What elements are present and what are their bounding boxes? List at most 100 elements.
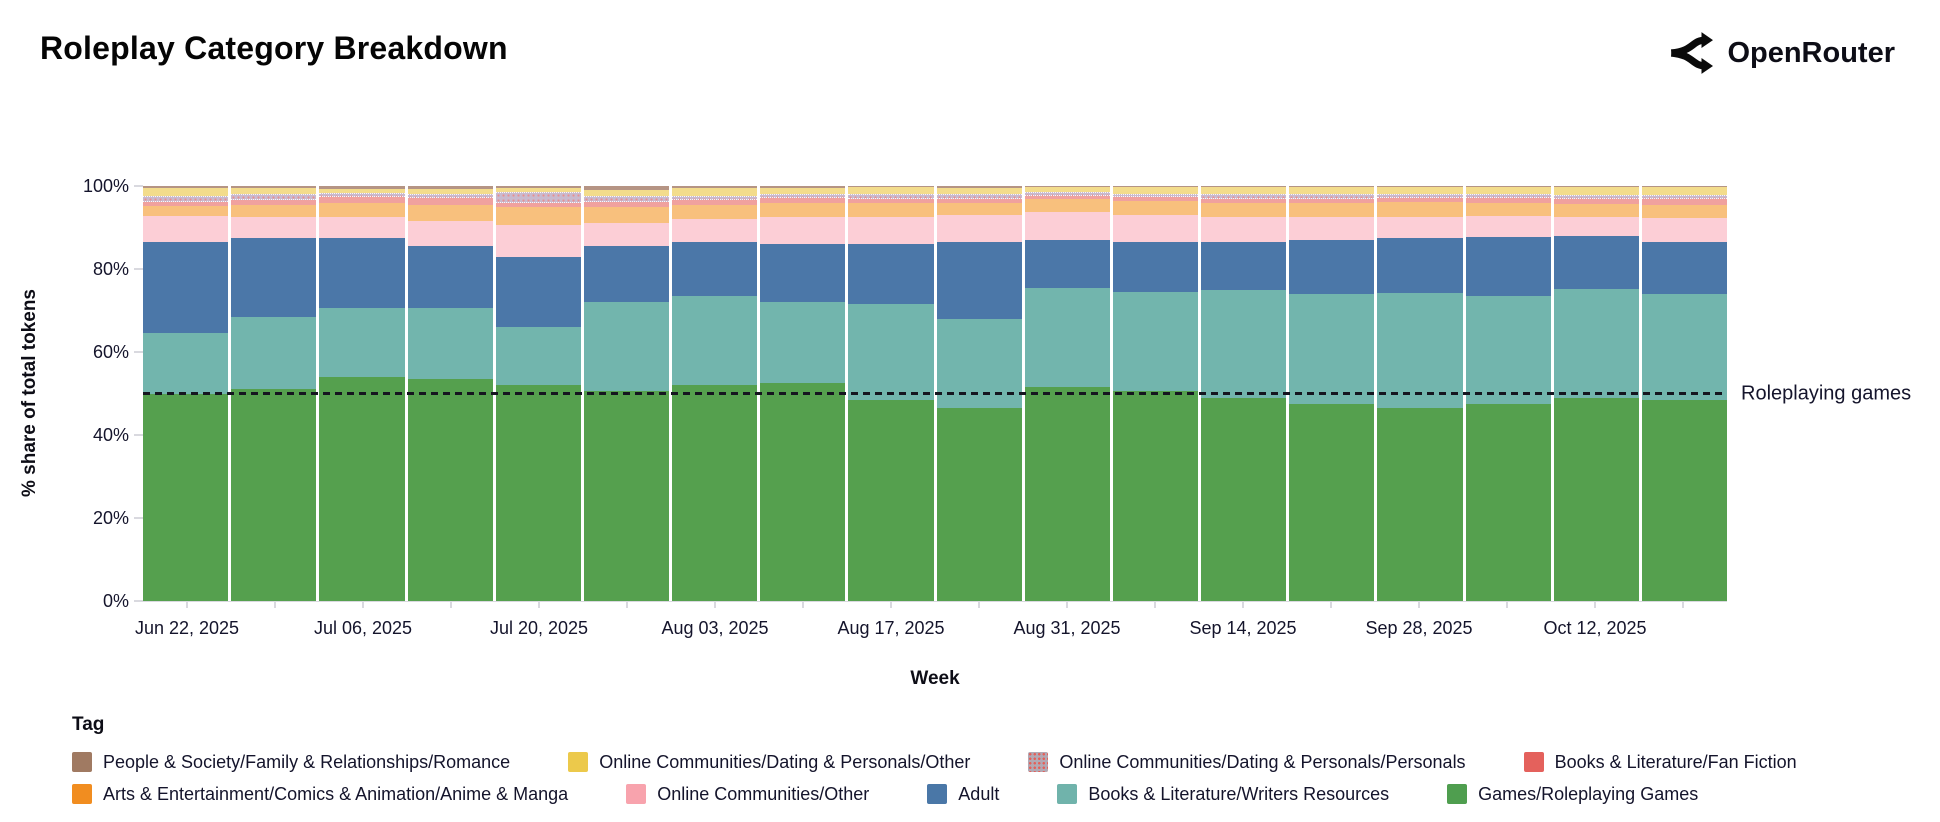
- segment-fan_fiction[interactable]: [672, 199, 758, 205]
- bar-jul-20-2025[interactable]: [495, 186, 581, 601]
- legend-item-anime_manga[interactable]: Arts & Entertainment/Comics & Animation/…: [72, 784, 568, 804]
- segment-fan_fiction[interactable]: [407, 198, 493, 205]
- segment-adult[interactable]: [848, 244, 934, 305]
- segment-writers_resources[interactable]: [1112, 291, 1199, 392]
- segment-romance[interactable]: [1641, 186, 1728, 188]
- segment-writers_resources[interactable]: [319, 308, 405, 377]
- segment-fan_fiction[interactable]: [936, 198, 1022, 203]
- segment-roleplaying_games[interactable]: [1024, 387, 1110, 601]
- segment-anime_manga[interactable]: [495, 206, 581, 226]
- segment-fan_fiction[interactable]: [1377, 198, 1463, 203]
- bar-jul-06-2025[interactable]: [319, 186, 405, 601]
- segment-romance[interactable]: [583, 186, 670, 191]
- segment-roleplaying_games[interactable]: [1553, 397, 1639, 601]
- segment-dating_personals[interactable]: [936, 194, 1022, 199]
- segment-romance[interactable]: [1553, 186, 1639, 188]
- segment-writers_resources[interactable]: [1201, 289, 1287, 398]
- segment-anime_manga[interactable]: [672, 204, 758, 220]
- segment-dating_other[interactable]: [848, 187, 934, 195]
- segment-adult[interactable]: [1201, 242, 1287, 290]
- segment-romance[interactable]: [143, 186, 229, 189]
- segment-anime_manga[interactable]: [1465, 202, 1551, 216]
- segment-online_communities_other[interactable]: [495, 225, 581, 257]
- segment-romance[interactable]: [1201, 186, 1287, 188]
- segment-online_communities_other[interactable]: [848, 217, 934, 245]
- bar-jun-29-2025[interactable]: [231, 186, 317, 601]
- segment-anime_manga[interactable]: [1553, 204, 1639, 218]
- segment-dating_personals[interactable]: [672, 195, 758, 200]
- segment-anime_manga[interactable]: [319, 202, 405, 218]
- segment-online_communities_other[interactable]: [936, 215, 1022, 243]
- segment-roleplaying_games[interactable]: [672, 385, 758, 601]
- segment-adult[interactable]: [1465, 236, 1551, 296]
- segment-fan_fiction[interactable]: [848, 198, 934, 203]
- segment-online_communities_other[interactable]: [1465, 215, 1551, 237]
- segment-roleplaying_games[interactable]: [319, 376, 405, 601]
- segment-roleplaying_games[interactable]: [407, 378, 493, 601]
- segment-dating_personals[interactable]: [1289, 194, 1375, 199]
- segment-adult[interactable]: [1553, 235, 1639, 290]
- segment-adult[interactable]: [760, 244, 846, 303]
- segment-dating_other[interactable]: [231, 188, 317, 195]
- segment-dating_other[interactable]: [936, 188, 1022, 195]
- segment-dating_personals[interactable]: [495, 192, 581, 203]
- segment-anime_manga[interactable]: [1112, 200, 1199, 216]
- segment-adult[interactable]: [1377, 237, 1463, 293]
- legend-item-romance[interactable]: People & Society/Family & Relationships/…: [72, 752, 510, 772]
- segment-writers_resources[interactable]: [1641, 293, 1728, 400]
- segment-dating_personals[interactable]: [1377, 194, 1463, 199]
- bar-aug-17-2025[interactable]: [848, 186, 934, 601]
- segment-dating_other[interactable]: [319, 188, 405, 194]
- segment-dating_personals[interactable]: [319, 193, 405, 198]
- segment-roleplaying_games[interactable]: [1112, 391, 1199, 601]
- segment-romance[interactable]: [760, 186, 846, 189]
- segment-anime_manga[interactable]: [583, 206, 670, 224]
- segment-fan_fiction[interactable]: [583, 201, 670, 207]
- segment-dating_personals[interactable]: [231, 194, 317, 200]
- segment-online_communities_other[interactable]: [672, 219, 758, 243]
- segment-adult[interactable]: [1024, 239, 1110, 288]
- segment-online_communities_other[interactable]: [143, 215, 229, 243]
- segment-romance[interactable]: [1377, 186, 1463, 188]
- bar-aug-31-2025[interactable]: [1024, 186, 1110, 601]
- segment-fan_fiction[interactable]: [231, 199, 317, 205]
- segment-online_communities_other[interactable]: [1377, 217, 1463, 238]
- segment-anime_manga[interactable]: [1289, 202, 1375, 218]
- segment-roleplaying_games[interactable]: [1377, 408, 1463, 601]
- segment-writers_resources[interactable]: [407, 308, 493, 379]
- segment-dating_personals[interactable]: [583, 196, 670, 202]
- segment-anime_manga[interactable]: [1201, 202, 1287, 218]
- segment-romance[interactable]: [672, 186, 758, 189]
- segment-writers_resources[interactable]: [848, 304, 934, 400]
- segment-online_communities_other[interactable]: [1112, 215, 1199, 243]
- segment-dating_other[interactable]: [672, 188, 758, 196]
- segment-dating_other[interactable]: [407, 189, 493, 195]
- bar-sep-14-2025[interactable]: [1201, 186, 1287, 601]
- segment-romance[interactable]: [495, 186, 581, 189]
- segment-dating_other[interactable]: [1024, 187, 1110, 193]
- segment-online_communities_other[interactable]: [1289, 217, 1375, 240]
- segment-adult[interactable]: [936, 242, 1022, 319]
- legend-item-roleplaying_games[interactable]: Games/Roleplaying Games: [1447, 784, 1698, 804]
- segment-writers_resources[interactable]: [1465, 295, 1551, 404]
- segment-online_communities_other[interactable]: [760, 217, 846, 245]
- bar-sep-28-2025[interactable]: [1377, 186, 1463, 601]
- segment-online_communities_other[interactable]: [583, 223, 670, 247]
- segment-anime_manga[interactable]: [407, 204, 493, 222]
- segment-fan_fiction[interactable]: [495, 202, 581, 207]
- segment-romance[interactable]: [231, 186, 317, 189]
- segment-writers_resources[interactable]: [231, 316, 317, 390]
- segment-roleplaying_games[interactable]: [231, 389, 317, 601]
- bar-oct-12-2025[interactable]: [1553, 186, 1639, 601]
- segment-dating_personals[interactable]: [1024, 192, 1110, 196]
- segment-roleplaying_games[interactable]: [1641, 399, 1728, 601]
- segment-adult[interactable]: [407, 246, 493, 309]
- segment-dating_personals[interactable]: [143, 196, 229, 202]
- bar-sep-21-2025[interactable]: [1289, 186, 1375, 601]
- segment-writers_resources[interactable]: [583, 302, 670, 392]
- segment-dating_other[interactable]: [143, 188, 229, 196]
- segment-dating_personals[interactable]: [760, 194, 846, 199]
- segment-writers_resources[interactable]: [495, 327, 581, 386]
- segment-dating_other[interactable]: [495, 188, 581, 193]
- segment-anime_manga[interactable]: [848, 202, 934, 218]
